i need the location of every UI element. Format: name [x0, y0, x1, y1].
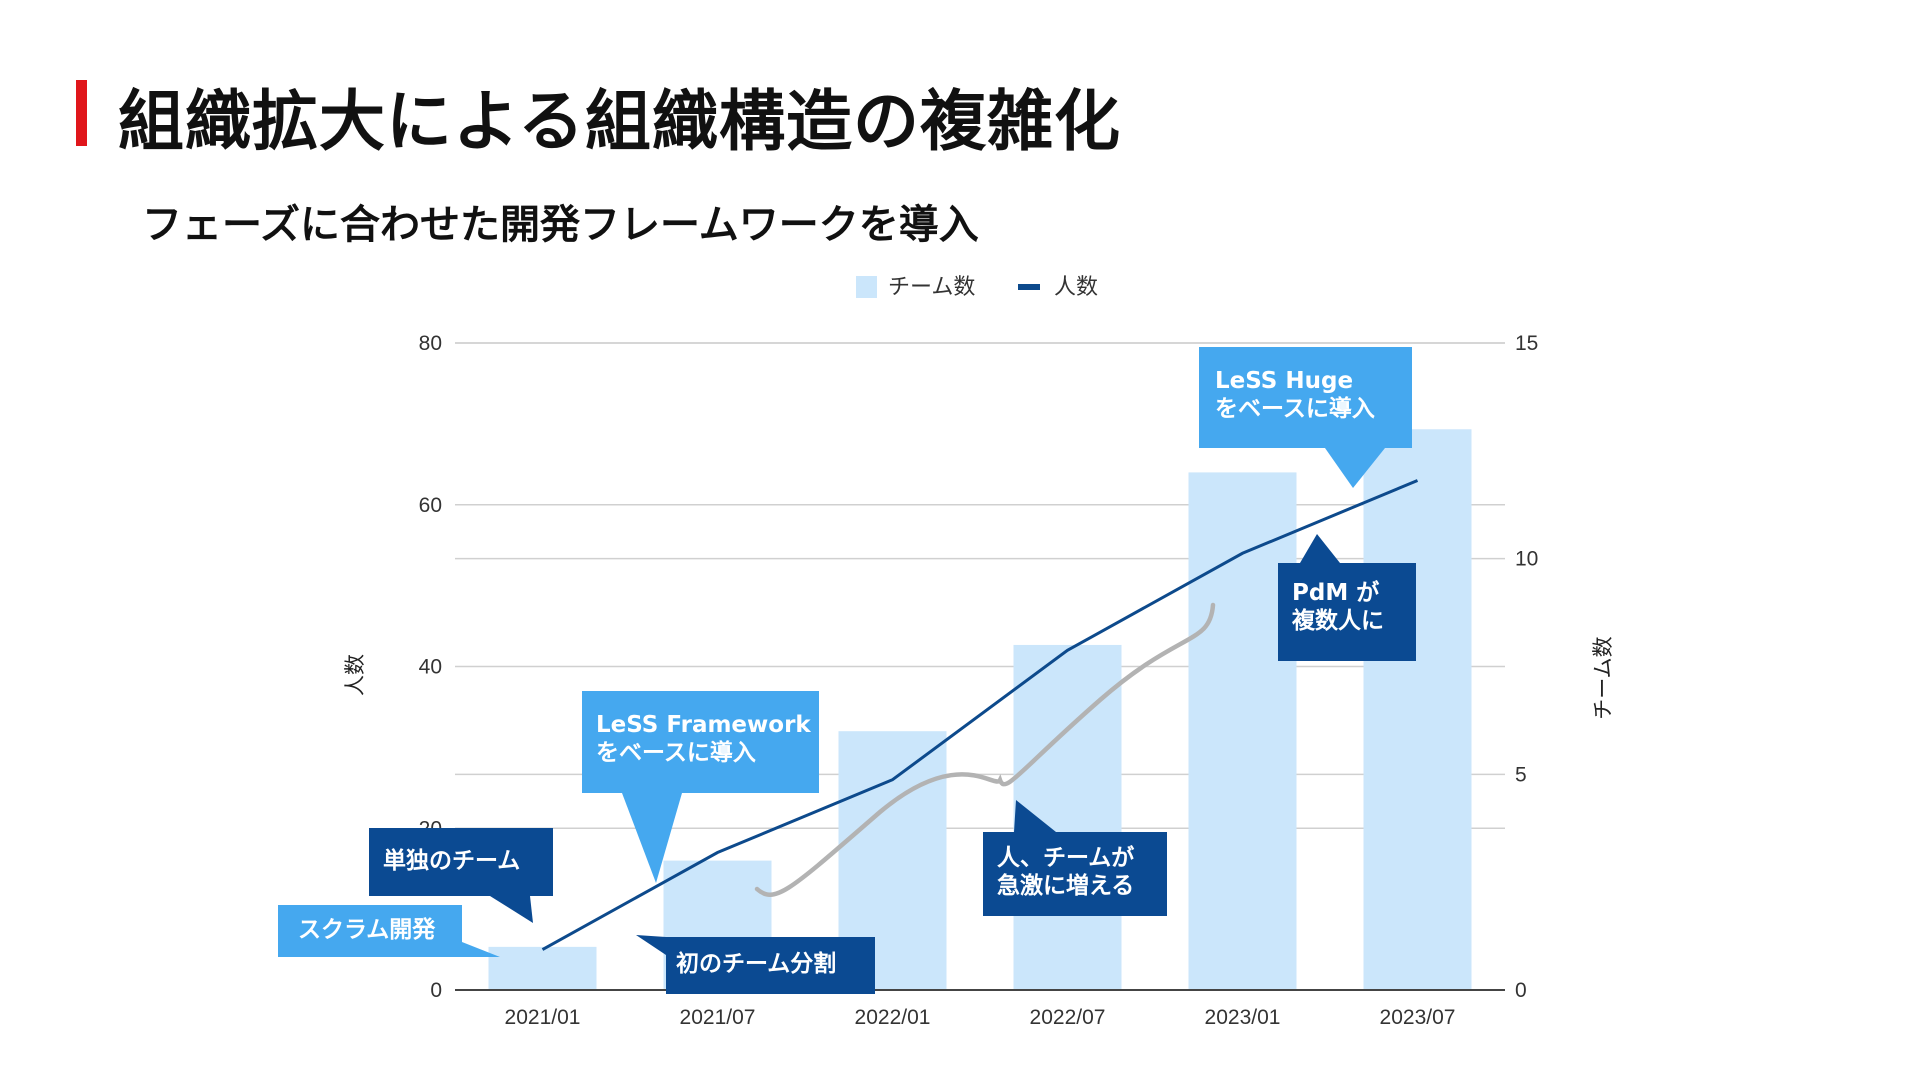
- x-tick-label: 2021/07: [680, 1006, 756, 1029]
- x-tick-label: 2023/07: [1380, 1006, 1456, 1029]
- bar: [488, 946, 597, 990]
- y2-tick-label: 5: [1515, 763, 1527, 786]
- bar: [1363, 429, 1472, 990]
- y2-axis-title: チーム数: [1592, 636, 1615, 719]
- callout-scrum-pointer: [462, 942, 500, 957]
- callout-first-split-text: 初のチーム分割: [676, 951, 837, 977]
- callout-rapid-growth: 人、チームが 急激に増える: [983, 832, 1167, 916]
- y-tick-label: 0: [430, 979, 442, 1002]
- x-tick-label: 2022/07: [1030, 1006, 1106, 1029]
- callout-rapid-line1: 人、チームが: [997, 845, 1135, 871]
- callout-less-huge-pointer: [1325, 448, 1385, 488]
- y-tick-label: 80: [419, 332, 442, 355]
- callout-solo-team: 単独のチーム: [369, 828, 553, 896]
- x-tick-label: 2022/01: [855, 1006, 931, 1029]
- x-tick-label: 2023/01: [1205, 1006, 1281, 1029]
- callout-less-huge: LeSS Huge をベースに導入: [1199, 347, 1412, 448]
- y-axis-title: 人数: [344, 654, 367, 696]
- callout-scrum: スクラム開発: [278, 905, 462, 957]
- y2-tick-label: 10: [1515, 548, 1538, 571]
- x-tick-label: 2021/01: [505, 1006, 581, 1029]
- legend-bar-swatch: [856, 276, 877, 298]
- callout-solo-team-text: 単独のチーム: [383, 848, 521, 874]
- legend-bar-label: チーム数: [888, 274, 975, 299]
- callout-pdm-line2: 複数人に: [1292, 608, 1384, 634]
- bar: [1188, 472, 1297, 990]
- legend-line-label: 人数: [1054, 274, 1098, 299]
- brace-annotation: [754, 602, 1216, 897]
- callout-huge-line1: LeSS Huge: [1215, 368, 1354, 394]
- callout-pdm: PdM が 複数人に: [1278, 563, 1416, 661]
- callout-pdm-line1: PdM が: [1292, 580, 1380, 606]
- callout-first-split-pointer: [636, 935, 666, 955]
- legend-line-swatch: [1018, 284, 1040, 290]
- title-accent-bar: [76, 80, 87, 146]
- callout-less-line1: LeSS Framework: [596, 712, 811, 738]
- y-tick-label: 60: [419, 494, 442, 517]
- callout-less-framework: LeSS Framework をベースに導入: [582, 691, 819, 793]
- page-subtitle: フェーズに合わせた開発フレームワークを導入: [142, 202, 979, 248]
- callout-rapid-line2: 急激に増える: [997, 873, 1135, 899]
- y2-tick-label: 0: [1515, 979, 1527, 1002]
- callout-solo-team-pointer: [490, 896, 533, 923]
- page-title: 組織拡大による組織構造の複雑化: [118, 83, 1122, 160]
- callout-first-split: 初のチーム分割: [666, 937, 875, 994]
- callout-rapid-growth-pointer: [1014, 800, 1056, 832]
- callout-huge-line2: をベースに導入: [1215, 396, 1375, 422]
- callout-less-framework-pointer: [622, 793, 682, 883]
- callout-scrum-text: スクラム開発: [298, 917, 436, 943]
- y2-tick-label: 15: [1515, 332, 1538, 355]
- y-tick-label: 40: [419, 656, 442, 679]
- callout-pdm-pointer: [1300, 534, 1340, 563]
- people-line: [541, 479, 1419, 951]
- callout-less-line2: をベースに導入: [596, 740, 756, 766]
